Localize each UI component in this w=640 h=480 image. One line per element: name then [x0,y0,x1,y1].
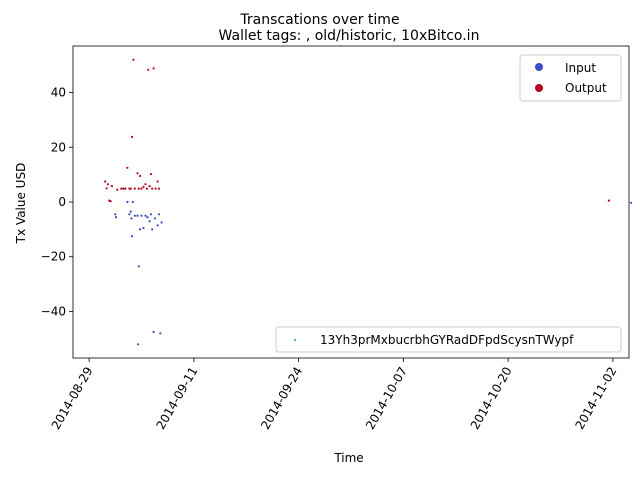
y-axis-label: Tx Value USD [14,163,28,245]
legend-label-wallet: 13Yh3prMxbucrbhGYRadDFpdScysnTWypf [320,333,574,347]
point-input-20 [152,330,155,334]
y-tick-label-4: 40 [51,86,66,100]
point-output-14 [132,58,135,61]
point-output-18 [139,174,142,178]
legend-label-output: Output [565,81,607,95]
x-tick-label-1: 2014-09-11 [153,365,200,432]
y-axis-ticks: −40 −20 0 20 40 [41,86,73,318]
legend-label-input: Input [565,61,596,75]
point-input-9 [136,214,139,217]
legend-marker-output [535,84,543,92]
x-axis-ticks: 2014-08-29 2014-09-11 2014-09-24 2014-10-07… [49,358,619,432]
x-tick-label-0: 2014-08-29 [49,365,96,432]
point-output-4 [109,200,112,203]
point-output-24 [148,185,151,188]
point-input-1 [114,216,118,219]
point-output-15 [133,187,136,190]
point-output-13 [131,135,134,138]
point-output-0 [104,180,107,183]
wallet-legend: 13Yh3prMxbucrbhGYRadDFpdScysnTWypf [275,326,622,353]
point-output-17 [137,187,140,190]
point-input-22 [156,224,159,227]
point-output-19 [140,187,143,190]
point-input-21 [153,217,156,220]
point-input-12 [139,228,142,231]
legend-marker-wallet [294,339,296,341]
point-input-2 [126,200,129,204]
point-input-23 [157,213,161,216]
point-input-5 [130,217,133,220]
point-output-20 [142,185,145,188]
point-input-0 [114,213,117,216]
point-input-15 [144,214,147,217]
point-output-5 [110,185,113,188]
point-input-4 [129,210,132,213]
point-output-8 [122,187,125,190]
point-input-19 [151,228,154,231]
chart-subtitle: Wallet tags: , old/historic, 10xBitco.in [219,28,480,44]
data-points [104,58,633,346]
point-output-26 [151,187,154,190]
x-tick-label-5: 2014-11-02 [572,365,619,432]
point-input-24 [159,332,162,335]
point-input-6 [131,235,134,238]
point-output-30 [157,187,161,190]
point-input-14 [142,226,145,230]
point-output-7 [120,187,123,190]
x-axis-label: Time [333,451,363,465]
point-input-8 [133,214,136,217]
point-output-25 [149,173,152,176]
chart-title: Transcations over time [239,12,399,28]
series-legend-box [519,54,622,102]
point-input-11 [137,265,140,268]
point-input-16 [146,216,149,219]
point-input-7 [131,200,134,204]
point-input-10 [137,343,140,346]
x-tick-label-2: 2014-09-24 [258,365,305,432]
point-output-21 [144,183,147,186]
point-output-22 [145,187,148,190]
point-input-13 [140,214,143,217]
plot-area: −40 −20 0 20 40 2014-08-29 2014-09-11 2014-09-… [41,45,633,432]
point-input-25 [160,221,163,224]
point-input-17 [148,220,151,223]
point-output-12 [129,187,132,190]
point-input-18 [149,213,152,216]
point-output-27 [152,67,155,70]
x-tick-label-3: 2014-10-07 [363,365,410,432]
point-output-9 [124,187,127,190]
point-input-3 [128,213,131,216]
series-legend: Input Output [519,54,622,102]
legend-marker-input [535,63,543,71]
point-output-6 [116,188,119,191]
point-output-29 [156,180,159,183]
point-output-1 [105,187,108,190]
wallet-legend-box [275,326,622,353]
point-output-10 [126,166,129,169]
x-tick-label-4: 2014-10-20 [468,365,515,432]
y-tick-label-0: −40 [41,304,66,318]
point-input-26 [629,201,633,204]
y-tick-label-3: 20 [51,140,66,154]
y-tick-label-1: −20 [41,250,66,264]
y-tick-label-2: 0 [58,195,66,209]
point-output-2 [106,183,109,186]
point-output-23 [147,68,150,71]
point-output-16 [136,172,139,175]
point-output-31 [607,199,611,202]
point-output-28 [154,187,157,190]
